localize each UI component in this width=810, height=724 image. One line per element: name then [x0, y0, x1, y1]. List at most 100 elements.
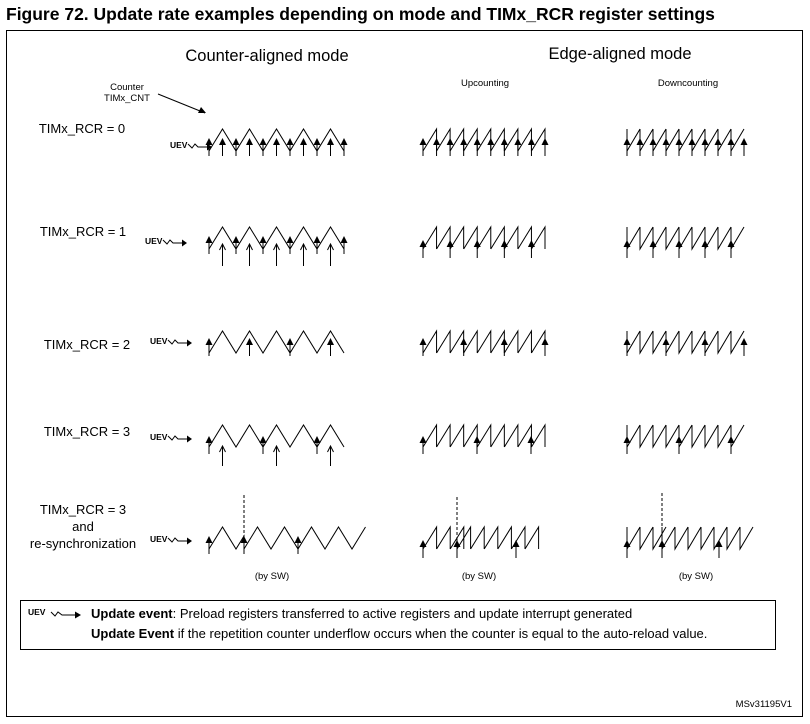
- update-arrow: [514, 138, 522, 156]
- downcounting-sawtooth-wave-resync: [626, 526, 754, 551]
- row-label: re-synchronization: [30, 536, 136, 551]
- counter-triangle-wave: [208, 226, 345, 250]
- update-arrow: [327, 138, 334, 156]
- counter-triangle-wave: [208, 330, 345, 354]
- update-arrow: [527, 138, 535, 156]
- figure-title: Figure 72. Update rate examples dependin…: [6, 4, 715, 24]
- update-arrow: [649, 240, 657, 258]
- interrupt-arrow: [246, 242, 253, 266]
- update-arrow: [313, 436, 321, 454]
- update-arrow: [340, 236, 348, 254]
- update-arrow: [419, 540, 427, 558]
- update-arrow: [740, 338, 748, 356]
- update-arrow: [473, 436, 481, 454]
- header-counter-aligned: Counter-aligned mode: [185, 47, 348, 65]
- legend-uev-label: UEV: [28, 607, 46, 617]
- update-arrow: [541, 138, 549, 156]
- legend-line-1-text: : Preload registers transferred to activ…: [172, 606, 633, 621]
- upcounting-sawtooth-wave: [422, 423, 546, 448]
- row-label: TIMx_RCR = 3: [40, 502, 126, 517]
- update-arrow: [205, 338, 213, 356]
- update-arrow: [688, 138, 696, 156]
- update-arrow: [662, 138, 670, 156]
- update-arrow: [623, 240, 631, 258]
- update-arrow: [473, 138, 481, 156]
- update-arrow: [273, 138, 280, 156]
- by-sw-label: (by SW): [462, 571, 496, 582]
- legend-line-1-bold: Update event: [91, 606, 173, 621]
- update-arrow: [219, 138, 226, 156]
- update-arrow: [205, 236, 213, 254]
- update-arrow: [313, 138, 321, 156]
- update-arrow: [500, 240, 508, 258]
- update-arrow: [715, 540, 723, 558]
- update-arrow: [327, 338, 334, 356]
- downcounting-sawtooth-wave: [626, 424, 745, 449]
- update-arrow: [232, 236, 240, 254]
- update-arrow: [240, 536, 248, 554]
- update-arrow: [294, 536, 302, 554]
- counter-triangle-wave-resync: [208, 526, 366, 551]
- by-sw-label: (by SW): [255, 571, 289, 582]
- update-arrow: [487, 138, 495, 156]
- interrupt-arrow: [219, 444, 226, 466]
- figure-frame: [6, 30, 803, 717]
- uev-marker: UEV: [150, 534, 192, 545]
- uev-marker: UEV: [150, 336, 192, 347]
- update-arrow: [727, 240, 735, 258]
- update-arrow: [286, 138, 294, 156]
- update-arrow: [500, 138, 508, 156]
- legend-line-1: Update event: Preload registers transfer…: [91, 606, 632, 621]
- update-arrow: [259, 236, 267, 254]
- update-arrow: [433, 138, 441, 156]
- legend-line-2: Update Event if the repetition counter u…: [91, 626, 707, 641]
- interrupt-arrow: [327, 444, 334, 466]
- update-arrow: [259, 138, 267, 156]
- uev-label: UEV: [170, 140, 188, 150]
- update-arrow: [259, 436, 267, 454]
- update-arrow: [636, 138, 644, 156]
- uev-label: UEV: [150, 336, 168, 346]
- interrupt-arrow: [273, 444, 280, 466]
- update-arrow: [205, 436, 213, 454]
- legend-box: UEV Update event: Preload registers tran…: [20, 600, 776, 650]
- upcounting-sawtooth-wave: [422, 225, 546, 250]
- counter-triangle-wave: [208, 128, 345, 152]
- update-arrow: [675, 138, 683, 156]
- waveforms: [157, 93, 754, 553]
- update-arrow: [701, 338, 709, 356]
- update-arrow: [623, 338, 631, 356]
- reference-code: MSv31195V1: [735, 699, 792, 710]
- uev-marker: UEV: [145, 236, 187, 247]
- interrupt-arrow: [300, 242, 307, 266]
- uev-marker: UEV: [170, 140, 212, 151]
- upcounting-sawtooth-wave: [422, 329, 546, 354]
- legend-line-2-bold: Update Event: [91, 626, 175, 641]
- update-arrow: [527, 240, 535, 258]
- update-arrow: [740, 138, 748, 156]
- update-arrow: [419, 240, 427, 258]
- uev-label: UEV: [150, 534, 168, 544]
- update-arrow: [286, 338, 294, 356]
- update-arrow: [473, 240, 481, 258]
- update-arrow: [701, 138, 709, 156]
- row-labels: TIMx_RCR = 0 TIMx_RCR = 1 TIMx_RCR = 2 TIMx…: [30, 121, 136, 551]
- update-arrow: [453, 540, 461, 558]
- by-sw-labels: (by SW) (by SW) (by SW): [255, 571, 713, 582]
- legend-line-2-text: if the repetition counter underflow occu…: [174, 626, 708, 641]
- update-arrow: [623, 436, 631, 454]
- update-arrow: [419, 436, 427, 454]
- update-arrow: [541, 338, 549, 356]
- interrupt-arrow: [219, 242, 226, 266]
- uev-labels: UEV UEV UEV UEV UEV: [145, 140, 212, 545]
- header-edge-aligned: Edge-aligned mode: [548, 45, 691, 63]
- uev-legend-icon: UEV: [28, 607, 81, 619]
- row-label: TIMx_RCR = 3: [44, 424, 130, 439]
- upcounting-sawtooth-wave: [422, 127, 546, 152]
- row-label: and: [72, 519, 94, 534]
- update-event-arrows: [205, 138, 748, 558]
- update-arrow: [313, 236, 321, 254]
- update-arrow: [675, 240, 683, 258]
- update-arrow: [649, 138, 657, 156]
